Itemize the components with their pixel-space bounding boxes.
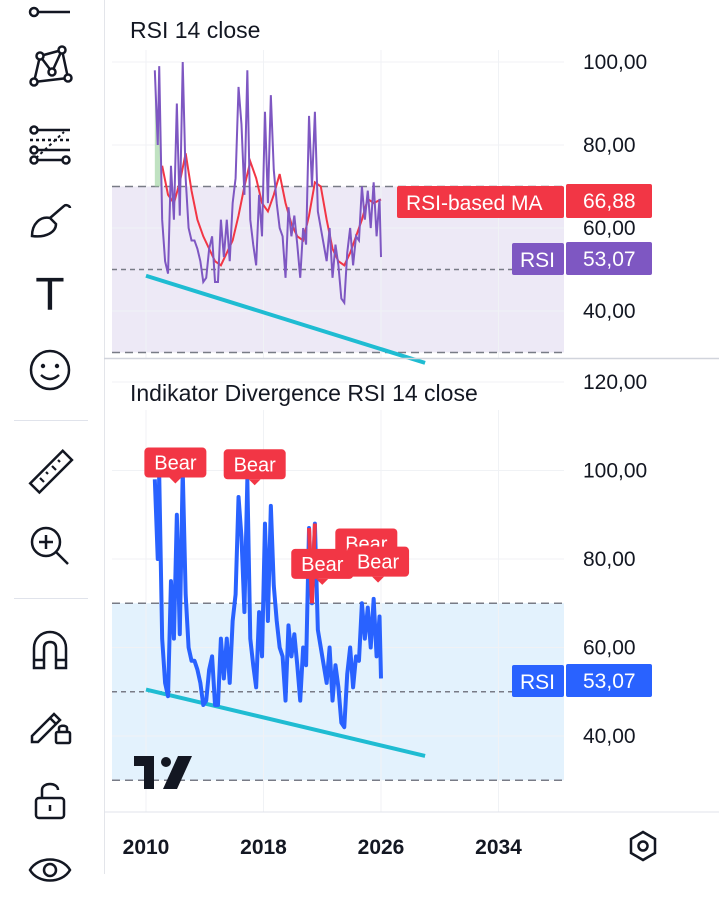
chart-area[interactable]: RSI 14 close 40,00 60,00 80,00 100,00 RSI-b… (0, 0, 719, 874)
pane-rsi: RSI 14 close 40,00 60,00 80,00 100,00 RSI-b… (112, 17, 652, 365)
rsi-price-tick: 40,00 (583, 300, 636, 323)
divergence-price-tick: 40,00 (583, 725, 636, 748)
rsi-ma-line (161, 153, 382, 267)
pattern-tool-icon (29, 45, 73, 87)
divergence-trendline[interactable] (145, 687, 426, 758)
divergence-price-tick: 80,00 (583, 548, 636, 571)
ruler-tool-icon (28, 449, 74, 495)
magnet-button[interactable] (22, 622, 78, 678)
bear-marker-label: Bear (301, 554, 344, 576)
divergence-pane-title: Indikator Divergence RSI 14 close (130, 380, 478, 406)
rsi-value-label: RSI 53,07 (512, 242, 652, 275)
unlock-icon (34, 782, 66, 820)
rsi-price-axis: 40,00 60,00 80,00 100,00 (583, 51, 647, 323)
text-tool-icon: T (36, 270, 64, 318)
text-tool-button[interactable]: T (22, 266, 78, 322)
time-axis[interactable]: 2010 2018 2026 2034 (123, 836, 523, 859)
time-tick: 2010 (123, 836, 170, 859)
settings-hexagon-icon[interactable] (629, 830, 657, 862)
divergence-rsi-last-value: 53,07 (583, 670, 636, 693)
fib-tool-icon (29, 125, 71, 165)
rsi-grid (112, 50, 564, 358)
divergence-rsi-value-label: RSI 53,07 (512, 664, 652, 697)
time-tick: 2034 (475, 836, 522, 859)
bear-marker-label: Bear (357, 552, 400, 574)
line-tool-icon (28, 6, 70, 18)
rsi-last-value: 53,07 (583, 248, 636, 271)
divergence-rsi-line (152, 468, 383, 730)
rsi-ma-series-name: RSI-based MA (406, 192, 543, 215)
toolbar-separator (14, 598, 88, 599)
divergence-rsi-series-name: RSI (520, 671, 555, 694)
bear-marker[interactable]: Bear (144, 447, 207, 484)
brush-tool-icon (30, 203, 72, 238)
bear-marker-label: Bear (234, 454, 277, 476)
divergence-price-axis: 40,00 60,00 80,00 100,00 120,00 (583, 371, 647, 748)
drawing-toolbar: T (0, 0, 105, 882)
unlock-button[interactable] (22, 772, 78, 828)
line-tool-button[interactable] (22, 0, 78, 34)
rsi-ma-value-label: RSI-based MA 66,88 (397, 184, 652, 218)
zoom-in-icon (30, 526, 69, 565)
divergence-price-tick: 100,00 (583, 460, 647, 483)
fib-tool-button[interactable] (22, 116, 78, 172)
brush-tool-button[interactable] (22, 192, 78, 248)
ruler-tool-button[interactable] (22, 444, 78, 500)
pattern-tool-button[interactable] (22, 38, 78, 94)
text-tool-glyph: T (36, 270, 64, 318)
emoji-tool-button[interactable] (22, 342, 78, 398)
lock-drawing-icon (30, 712, 72, 745)
time-tick: 2026 (358, 836, 405, 859)
rsi-line (153, 61, 382, 306)
rsi-series-name: RSI (520, 249, 555, 272)
rsi-trendline[interactable] (145, 273, 426, 365)
bear-marker[interactable]: Bear (347, 546, 410, 583)
rsi-price-tick: 60,00 (583, 217, 636, 240)
rsi-price-tick: 80,00 (583, 134, 636, 157)
rsi-pane-title: RSI 14 close (130, 17, 260, 43)
emoji-tool-icon (29, 349, 71, 391)
divergence-price-tick: 120,00 (583, 371, 647, 394)
rsi-ma-last-value: 66,88 (583, 190, 636, 213)
magnet-icon (32, 630, 68, 670)
rsi-price-tick: 100,00 (583, 51, 647, 74)
lock-drawing-button[interactable] (22, 696, 78, 752)
pane-divergence: Indikator Divergence RSI 14 close 40,00 6… (112, 371, 652, 812)
bear-marker-label: Bear (154, 453, 197, 475)
divergence-price-tick: 60,00 (583, 637, 636, 660)
time-tick: 2018 (240, 836, 287, 859)
zoom-in-button[interactable] (22, 518, 78, 574)
toolbar-separator (14, 420, 88, 421)
tradingview-logo[interactable] (134, 756, 192, 789)
bear-marker[interactable]: Bear (223, 449, 286, 486)
